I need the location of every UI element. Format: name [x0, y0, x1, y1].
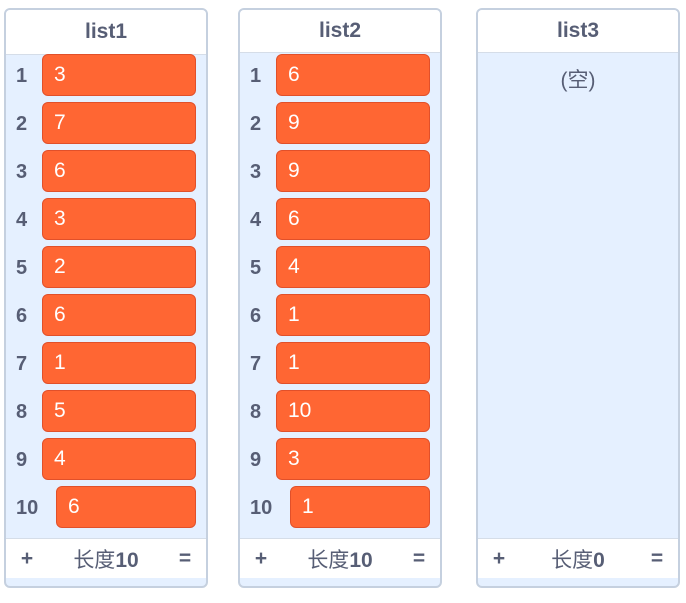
item-value-cell[interactable]: 3 — [42, 54, 196, 96]
list-item: 8 10 — [240, 390, 440, 434]
item-value-cell[interactable]: 9 — [276, 150, 430, 192]
resize-handle[interactable]: = — [178, 546, 192, 570]
list-monitor-list2: list2 1 6 2 9 3 9 4 6 5 4 6 1 7 1 8 10 9 3 10 1 + 长度10 = — [238, 8, 442, 588]
add-item-button[interactable]: + — [492, 546, 506, 570]
list-item: 10 6 — [6, 486, 206, 530]
length-label: 长度 — [73, 548, 116, 572]
item-index: 6 — [250, 305, 262, 327]
item-value-cell[interactable]: 5 — [42, 390, 196, 432]
item-value-cell[interactable]: 6 — [276, 54, 430, 96]
list-footer: + 长度0 = — [478, 538, 678, 578]
item-value-cell[interactable]: 4 — [42, 438, 196, 480]
item-index: 3 — [250, 161, 262, 183]
item-index: 9 — [16, 449, 28, 471]
item-index: 7 — [250, 353, 262, 375]
item-index: 10 — [250, 497, 273, 519]
item-value-cell[interactable]: 3 — [276, 438, 430, 480]
length-label: 长度 — [307, 548, 350, 572]
item-value-cell[interactable]: 4 — [276, 246, 430, 288]
resize-handle[interactable]: = — [650, 546, 664, 570]
list-monitor-list1: list1 1 3 2 7 3 6 4 3 5 2 6 6 7 1 8 5 9 4 10 6 + 长度10 = — [4, 8, 208, 588]
length-value: 10 — [349, 548, 373, 572]
list-item: 10 1 — [240, 486, 440, 530]
empty-list-label: (空) — [560, 69, 596, 92]
item-value-cell[interactable]: 6 — [56, 486, 196, 528]
item-index: 6 — [16, 305, 28, 327]
item-index: 2 — [16, 113, 28, 135]
item-value-cell[interactable]: 1 — [290, 486, 430, 528]
item-index: 1 — [250, 65, 262, 87]
item-index: 1 — [16, 65, 28, 87]
item-value-cell[interactable]: 3 — [42, 198, 196, 240]
item-index: 7 — [16, 353, 28, 375]
length-value: 10 — [115, 548, 139, 572]
list-monitor-list3: list3 (空) + 长度0 = — [476, 8, 680, 588]
item-value-cell[interactable]: 1 — [276, 342, 430, 384]
length-value: 0 — [593, 548, 605, 572]
item-value-cell[interactable]: 6 — [42, 150, 196, 192]
item-index: 8 — [16, 401, 28, 423]
resize-handle[interactable]: = — [412, 546, 426, 570]
list-title: list2 — [240, 10, 440, 53]
item-index: 8 — [250, 401, 262, 423]
item-index: 4 — [16, 209, 28, 231]
add-item-button[interactable]: + — [20, 546, 34, 570]
item-value-cell[interactable]: 10 — [276, 390, 430, 432]
item-value-cell[interactable]: 2 — [42, 246, 196, 288]
item-value-cell[interactable]: 1 — [42, 342, 196, 384]
item-value-cell[interactable]: 6 — [276, 198, 430, 240]
item-value-cell[interactable]: 7 — [42, 102, 196, 144]
item-index: 10 — [16, 497, 39, 519]
item-index: 3 — [16, 161, 28, 183]
list-footer: + 长度10 = — [240, 538, 440, 578]
list-title: list1 — [6, 10, 206, 55]
item-index: 5 — [250, 257, 262, 279]
list-length: 长度10 — [307, 544, 372, 574]
item-index: 5 — [16, 257, 28, 279]
item-index: 9 — [250, 449, 262, 471]
list-length: 长度0 — [551, 544, 605, 574]
item-index: 4 — [250, 209, 262, 231]
list-footer: + 长度10 = — [6, 538, 206, 578]
item-index: 2 — [250, 113, 262, 135]
item-value-cell[interactable]: 1 — [276, 294, 430, 336]
length-label: 长度 — [551, 548, 594, 572]
list-length: 长度10 — [73, 544, 138, 574]
item-value-cell[interactable]: 6 — [42, 294, 196, 336]
list-title: list3 — [478, 10, 678, 53]
add-item-button[interactable]: + — [254, 546, 268, 570]
item-value-cell[interactable]: 9 — [276, 102, 430, 144]
